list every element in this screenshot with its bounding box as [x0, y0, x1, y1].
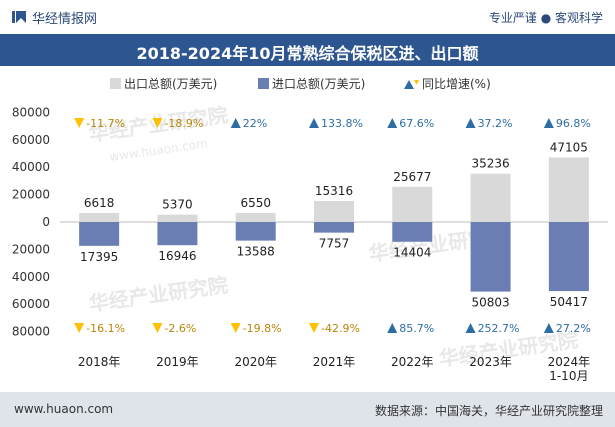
growth-markers: -11.7% -16.1% -18.9% -2.6% 22% -19.8% 133.8% -4…: [74, 117, 591, 335]
export-bar: [235, 213, 276, 222]
category-label: 2018年: [78, 355, 121, 369]
legend-label-import: 进口总额(万美元): [272, 77, 365, 91]
growth-label: 37.2%: [478, 117, 513, 130]
import-value-label: 16946: [158, 249, 196, 263]
footer-source: 数据来源：中国海关，华经产业研究院整理: [374, 404, 603, 418]
export-value-label: 6618: [84, 196, 115, 210]
watermark-text: 华经产业研究院: [87, 273, 229, 316]
growth-down-marker: [74, 118, 85, 128]
growth-label: 67.6%: [399, 117, 434, 130]
legend-marker-down: [414, 80, 419, 85]
growth-up-marker: [230, 118, 241, 128]
growth-down-marker: [230, 323, 241, 333]
growth-up-marker: [465, 323, 476, 333]
growth-label: -16.1%: [86, 322, 125, 335]
legend-swatch-export: [110, 78, 121, 89]
y-tick-label: 60000: [12, 297, 50, 311]
import-value-label: 50803: [471, 296, 509, 310]
import-value-label: 14404: [393, 246, 431, 260]
chart-title: 2018-2024年10月常熟综合保税区进、出口额: [136, 44, 479, 63]
y-tick-label: 60000: [12, 133, 50, 147]
export-value-label: 15316: [315, 184, 353, 198]
chart: 华经产业研究院 www.huaon.com 华经产业研究院 华经产业研究院 华经…: [12, 77, 608, 383]
import-bar: [470, 222, 511, 292]
growth-up-marker: [465, 118, 476, 128]
y-tick-label: 20000: [12, 242, 50, 256]
data-labels: 6618 17395 5370 16946 6550 13588 15316 7757 2567…: [80, 140, 588, 309]
growth-up-marker: [543, 323, 554, 333]
growth-up-marker: [543, 118, 554, 128]
import-value-label: 7757: [319, 237, 350, 251]
tagline: 专业严谨 ● 客观科学: [488, 11, 603, 25]
export-value-label: 47105: [550, 140, 588, 154]
category-label: 2021年: [313, 355, 356, 369]
y-tick-label: 40000: [12, 160, 50, 174]
growth-up-marker: [387, 118, 398, 128]
top-bar: 华经情报网 专业严谨 ● 客观科学: [0, 0, 615, 34]
category-label: 2019年: [156, 355, 199, 369]
y-axis: 80000 60000 40000 20000 0 20000 40000 60000 8000…: [12, 105, 608, 339]
export-bar: [470, 173, 511, 222]
bars: [79, 157, 589, 292]
export-bar: [157, 214, 198, 222]
growth-label: -2.6%: [164, 322, 196, 335]
category-label: 2024年 1-10月: [548, 355, 591, 383]
legend-label-export: 出口总额(万美元): [124, 77, 217, 91]
growth-label: 133.8%: [321, 117, 363, 130]
import-bar: [548, 222, 589, 292]
growth-label: 27.2%: [556, 322, 591, 335]
growth-label: 85.7%: [399, 322, 434, 335]
growth-label: -42.9%: [321, 322, 360, 335]
import-value-label: 17395: [80, 250, 118, 264]
export-bar: [314, 201, 354, 222]
y-tick-label: 80000: [12, 325, 50, 339]
export-value-label: 6550: [240, 196, 271, 210]
legend-label-growth: 同比增速(%): [422, 77, 491, 91]
growth-label: -19.8%: [243, 322, 282, 335]
legend: 出口总额(万美元) 进口总额(万美元) 同比增速(%): [110, 77, 491, 91]
legend-swatch-import: [258, 78, 269, 89]
import-value-label: 13588: [237, 245, 275, 259]
import-value-label: 50417: [550, 295, 588, 309]
export-value-label: 5370: [162, 198, 193, 212]
legend-marker-up: [404, 80, 414, 89]
footer: www.huaon.com 数据来源：中国海关，华经产业研究院整理: [0, 392, 615, 427]
site-name: 华经情报网: [32, 12, 98, 27]
growth-label: 22%: [243, 117, 267, 130]
category-label: 2020年: [234, 355, 277, 369]
growth-down-marker: [74, 323, 85, 333]
footer-website: www.huaon.com: [14, 402, 114, 416]
import-bar: [392, 222, 433, 242]
export-bar: [79, 212, 120, 222]
export-value-label: 35236: [471, 157, 509, 171]
y-tick-label: 40000: [12, 270, 50, 284]
title-band: 2018-2024年10月常熟综合保税区进、出口额: [0, 34, 615, 66]
import-bar: [157, 222, 198, 246]
growth-label: 252.7%: [478, 322, 520, 335]
y-tick-label: 0: [42, 215, 50, 229]
growth-down-marker: [152, 323, 163, 333]
export-value-label: 25677: [393, 170, 431, 184]
growth-down-marker: [309, 323, 319, 333]
import-bar: [79, 222, 120, 246]
y-tick-label: 20000: [12, 188, 50, 202]
growth-label: -18.9%: [164, 117, 203, 130]
growth-label: -11.7%: [86, 117, 125, 130]
import-bar: [235, 222, 276, 241]
category-label: 2022年: [391, 355, 434, 369]
logo-icon: [12, 11, 26, 23]
export-bar: [392, 186, 433, 222]
x-axis-labels: 2018年 2019年 2020年 2021年 2022年 2023年 2024年 1-10月: [78, 355, 590, 383]
growth-up-marker: [309, 118, 319, 128]
category-label: 2023年: [469, 355, 512, 369]
growth-up-marker: [387, 323, 398, 333]
growth-down-marker: [152, 118, 163, 128]
export-bar: [548, 157, 589, 222]
growth-label: 96.8%: [556, 117, 591, 130]
y-tick-label: 80000: [12, 105, 50, 119]
import-bar: [314, 222, 354, 233]
